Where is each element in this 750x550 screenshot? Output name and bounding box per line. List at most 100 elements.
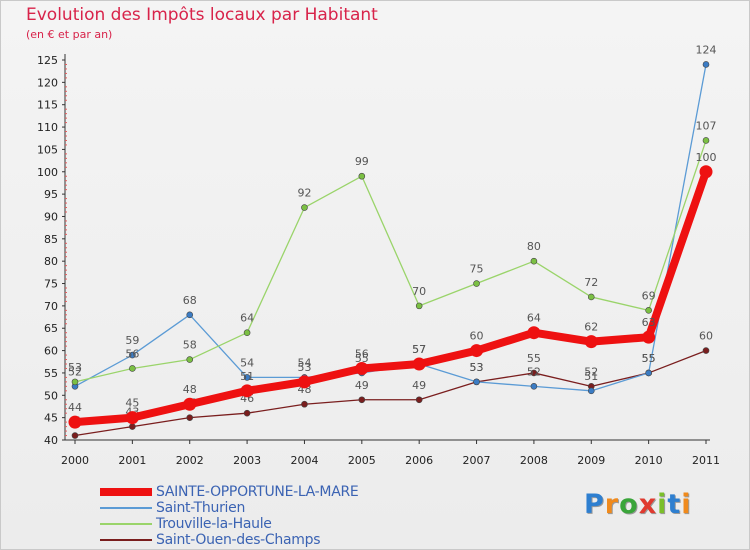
x-tick-label: 2006 (405, 454, 433, 467)
data-label: 59 (125, 334, 139, 347)
legend-item: Trouville-la-Haule (100, 516, 430, 532)
data-label: 69 (642, 289, 656, 302)
data-label: 53 (68, 361, 82, 374)
legend-label: Saint-Ouen-des-Champs (156, 532, 321, 548)
data-label: 70 (412, 285, 426, 298)
data-label: 72 (584, 276, 598, 289)
legend-label: SAINTE-OPPORTUNE-LA-MARE (156, 484, 359, 500)
legend-label: Trouville-la-Haule (156, 516, 272, 532)
y-tick-label: 55 (44, 367, 58, 380)
data-label: 49 (412, 379, 426, 392)
data-point (702, 347, 710, 354)
data-point (301, 400, 308, 408)
y-tick-label: 50 (44, 389, 58, 402)
data-point (355, 361, 369, 375)
data-point (584, 335, 598, 349)
chart-legend: SAINTE-OPPORTUNE-LA-MARE Saint-Thurien Tro… (100, 484, 430, 548)
data-point (645, 369, 652, 377)
legend-label: Saint-Thurien (156, 500, 246, 516)
y-tick-label: 85 (44, 233, 58, 246)
data-label: 55 (527, 352, 541, 365)
data-point (358, 172, 366, 180)
logo-letter: o (619, 489, 639, 520)
proxiti-logo: Proxiti (584, 489, 692, 520)
x-tick-label: 2005 (348, 454, 376, 467)
data-label: 57 (412, 343, 426, 356)
data-point (243, 329, 251, 337)
data-point (530, 257, 538, 265)
data-label: 49 (355, 379, 369, 392)
series-line (71, 167, 710, 427)
data-label: 64 (240, 312, 254, 325)
data-label: 45 (125, 397, 139, 410)
data-label: 48 (183, 383, 197, 396)
data-label: 60 (699, 330, 713, 343)
y-tick-label: 40 (44, 434, 58, 447)
data-point (71, 432, 79, 439)
data-point (243, 374, 251, 381)
y-tick-label: 100 (37, 166, 58, 179)
data-label: 58 (183, 339, 197, 352)
data-label: 63 (642, 316, 656, 329)
series-line (74, 349, 707, 437)
data-point (527, 326, 541, 340)
data-label: 54 (297, 356, 311, 369)
data-point (587, 387, 595, 395)
logo-letter: x (638, 489, 658, 520)
y-tick-label: 90 (44, 210, 58, 223)
logo-letter: i (657, 489, 668, 520)
data-label: 92 (297, 187, 311, 200)
y-tick-label: 105 (37, 143, 58, 156)
data-point (415, 302, 423, 310)
data-point (186, 311, 194, 319)
data-point (183, 397, 197, 411)
data-label: 64 (527, 312, 541, 325)
data-point (699, 165, 713, 179)
series-line (74, 139, 707, 383)
data-point (240, 384, 254, 398)
data-label: 54 (240, 356, 254, 369)
x-tick-label: 2010 (635, 454, 663, 467)
data-label: 52 (584, 365, 598, 378)
data-label: 99 (355, 155, 369, 168)
data-label: 107 (696, 119, 717, 132)
logo-letter: t (667, 489, 682, 520)
logo-letter: P (584, 489, 605, 520)
data-label: 68 (183, 294, 197, 307)
data-point (68, 415, 82, 429)
series-trouville-la-haule: 53 56 58 64 92 99 70 75 80 72 69 107 (68, 119, 717, 386)
y-tick-label: 80 (44, 255, 58, 268)
y-tick-label: 60 (44, 345, 58, 358)
x-tick-label: 2007 (463, 454, 491, 467)
y-tick-label: 75 (44, 278, 58, 291)
data-point (358, 396, 366, 404)
series-saint-ouen-des-champs: 414345464849495355525560 (68, 330, 713, 439)
data-point (125, 411, 139, 425)
data-label: 56 (125, 347, 139, 360)
data-point (71, 378, 79, 386)
data-point (702, 61, 710, 68)
data-label: 55 (642, 352, 656, 365)
chart-title: Evolution des Impôts locaux par Habitant (26, 5, 378, 25)
x-tick-label: 2009 (577, 454, 605, 467)
data-point (129, 365, 136, 372)
data-point (530, 383, 538, 390)
y-tick-label: 115 (37, 99, 58, 112)
data-point (645, 307, 652, 314)
data-label: 57 (412, 343, 426, 356)
x-tick-label: 2008 (520, 454, 548, 467)
x-tick-label: 2000 (61, 454, 89, 467)
x-tick-label: 2011 (692, 454, 720, 467)
y-tick-label: 70 (44, 300, 58, 313)
y-tick-label: 65 (44, 322, 58, 335)
data-label: 75 (470, 263, 484, 276)
legend-item: Saint-Thurien (100, 500, 430, 516)
data-point (243, 409, 251, 417)
legend-swatch (100, 507, 152, 509)
data-point (587, 293, 595, 301)
data-point (415, 396, 423, 404)
legend-swatch (100, 539, 152, 541)
logo-letter: i (681, 489, 692, 520)
data-point (473, 378, 480, 386)
data-label: 53 (470, 361, 484, 374)
